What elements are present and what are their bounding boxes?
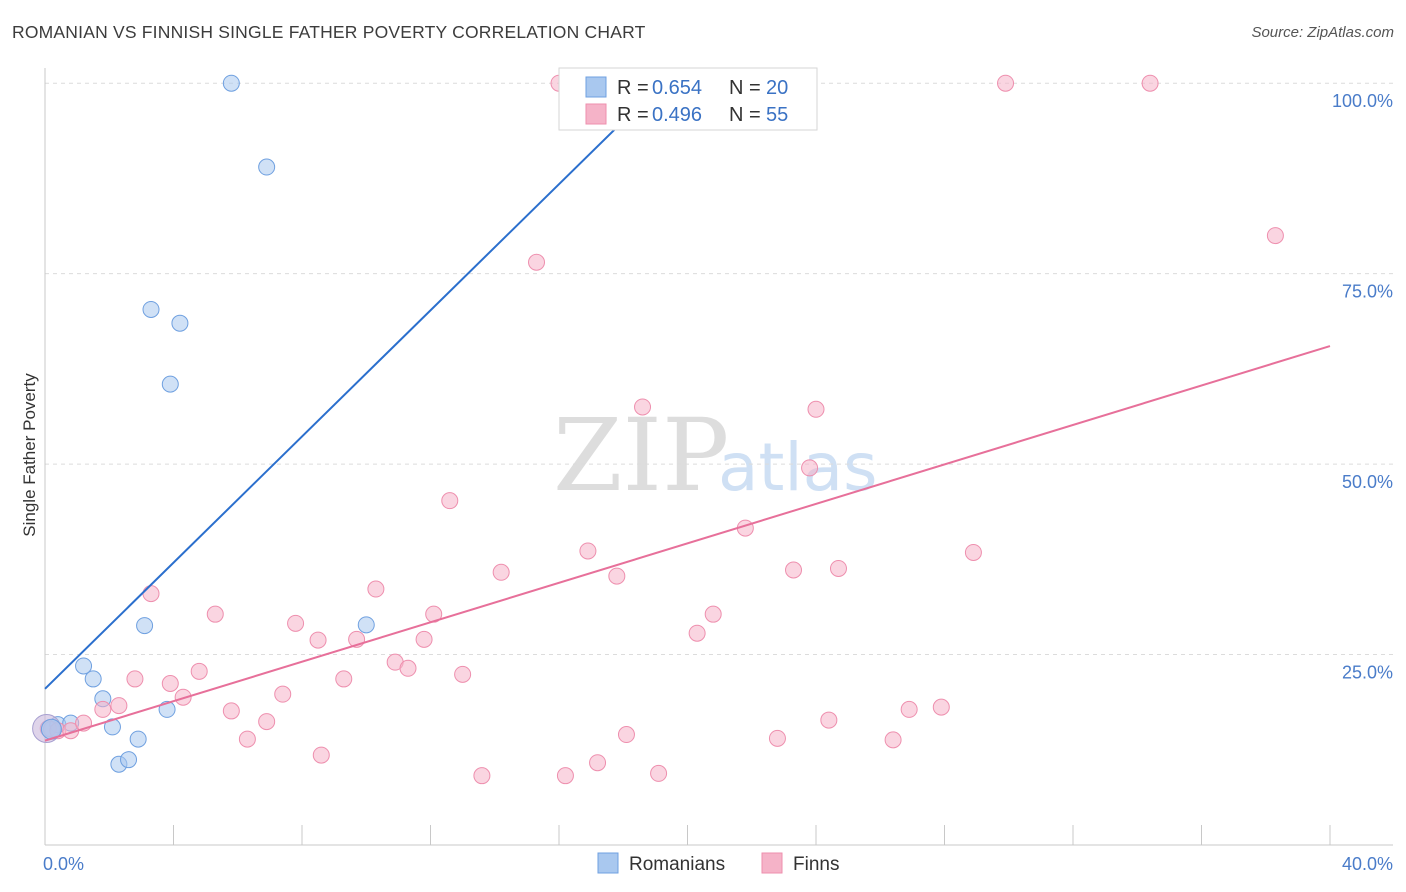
point-finns [110,697,128,715]
legend-swatch-romanians [585,76,607,98]
point-finns [287,614,305,632]
point-romanians [84,670,102,688]
point-romanians [136,617,154,635]
point-finns [608,567,626,585]
point-finns [335,670,353,688]
point-finns [126,670,144,688]
point-finns [884,731,902,749]
legend-r-label-finns: R = [617,104,649,126]
point-finns [650,764,668,782]
point-romanians [171,314,189,332]
point-finns [312,746,330,764]
point-finns [617,726,635,744]
point-finns [1141,74,1159,92]
legend-n-value-finns: 55 [766,104,788,126]
bottom-legend: Romanians Finns [597,852,839,875]
point-romanians [357,616,375,634]
point-finns [807,400,825,418]
bottom-legend-label-romanians: Romanians [629,854,725,875]
legend-r-label-romanians: R = [617,77,649,99]
bottom-legend-swatch-finns [761,852,783,874]
point-finns [829,559,847,577]
chart-title: ROMANIAN VS FINNISH SINGLE FATHER POVERT… [12,22,646,42]
point-finns [579,542,597,560]
chart-source: Source: ZipAtlas.com [1251,24,1394,41]
y-tick-label: 75.0% [1342,282,1393,302]
y-tick-label: 25.0% [1342,663,1393,683]
point-finns [454,665,472,683]
point-finns [258,713,276,731]
bottom-legend-label-finns: Finns [793,854,839,875]
point-finns [1266,227,1284,245]
point-finns [415,630,433,648]
point-finns [399,659,417,677]
trend-layer [44,82,1331,742]
legend-n-label-finns: N = [729,104,761,126]
point-romanians [258,158,276,176]
y-tick-labels: 25.0% 50.0% 75.0% 100.0% [1332,91,1393,682]
point-finns [492,563,510,581]
legend-r-value-romanians: 0.654 [652,77,702,99]
bottom-legend-swatch-romanians [597,852,619,874]
point-romanians [120,751,138,769]
point-romanians [129,730,147,748]
point-romanians [142,300,160,318]
point-romanians [75,657,93,675]
point-finns [142,585,160,603]
watermark: ZIP atlas [553,397,878,514]
point-finns [528,253,546,271]
y-axis-label: Single Father Poverty [20,373,39,537]
x-tick-label: 40.0% [1342,854,1393,874]
x-tick-label: 0.0% [43,854,84,874]
point-finns [473,767,491,785]
watermark-zip: ZIP [553,397,729,514]
point-finns [309,631,327,649]
legend-swatch-finns [585,103,607,125]
point-romanians [161,375,179,393]
point-finns [161,675,179,693]
point-finns [556,767,574,785]
point-finns [688,624,706,642]
point-finns [785,561,803,579]
watermark-atlas: atlas [718,429,878,506]
point-finns [238,730,256,748]
legend-r-value-finns: 0.496 [652,104,702,126]
legend: R = 0.654 N = 20 R = 0.496 N = 55 [558,67,818,131]
trendline-finns [44,345,1331,742]
y-tick-label: 100.0% [1332,91,1393,111]
point-finns [190,662,208,680]
point-finns [768,729,786,747]
point-finns [206,605,224,623]
point-finns [367,580,385,598]
point-finns [274,685,292,703]
point-finns [801,459,819,477]
legend-n-value-romanians: 20 [766,77,788,99]
point-finns [964,543,982,561]
point-finns [820,711,838,729]
gridlines [45,82,1393,656]
y-tick-label: 50.0% [1342,472,1393,492]
point-finns [704,605,722,623]
point-romanians [222,74,240,92]
point-finns [222,702,240,720]
point-finns [441,492,459,510]
point-finns [589,754,607,772]
series-layer [32,74,1284,785]
point-finns [94,700,112,718]
trendline-romanians [44,82,663,690]
point-finns [634,398,652,416]
legend-n-label-romanians: N = [729,77,761,99]
point-finns [932,698,950,716]
point-finns [997,74,1015,92]
series-finns [39,74,1284,785]
point-finns [900,700,918,718]
x-tick-labels: 0.0% 40.0% [43,825,1393,874]
